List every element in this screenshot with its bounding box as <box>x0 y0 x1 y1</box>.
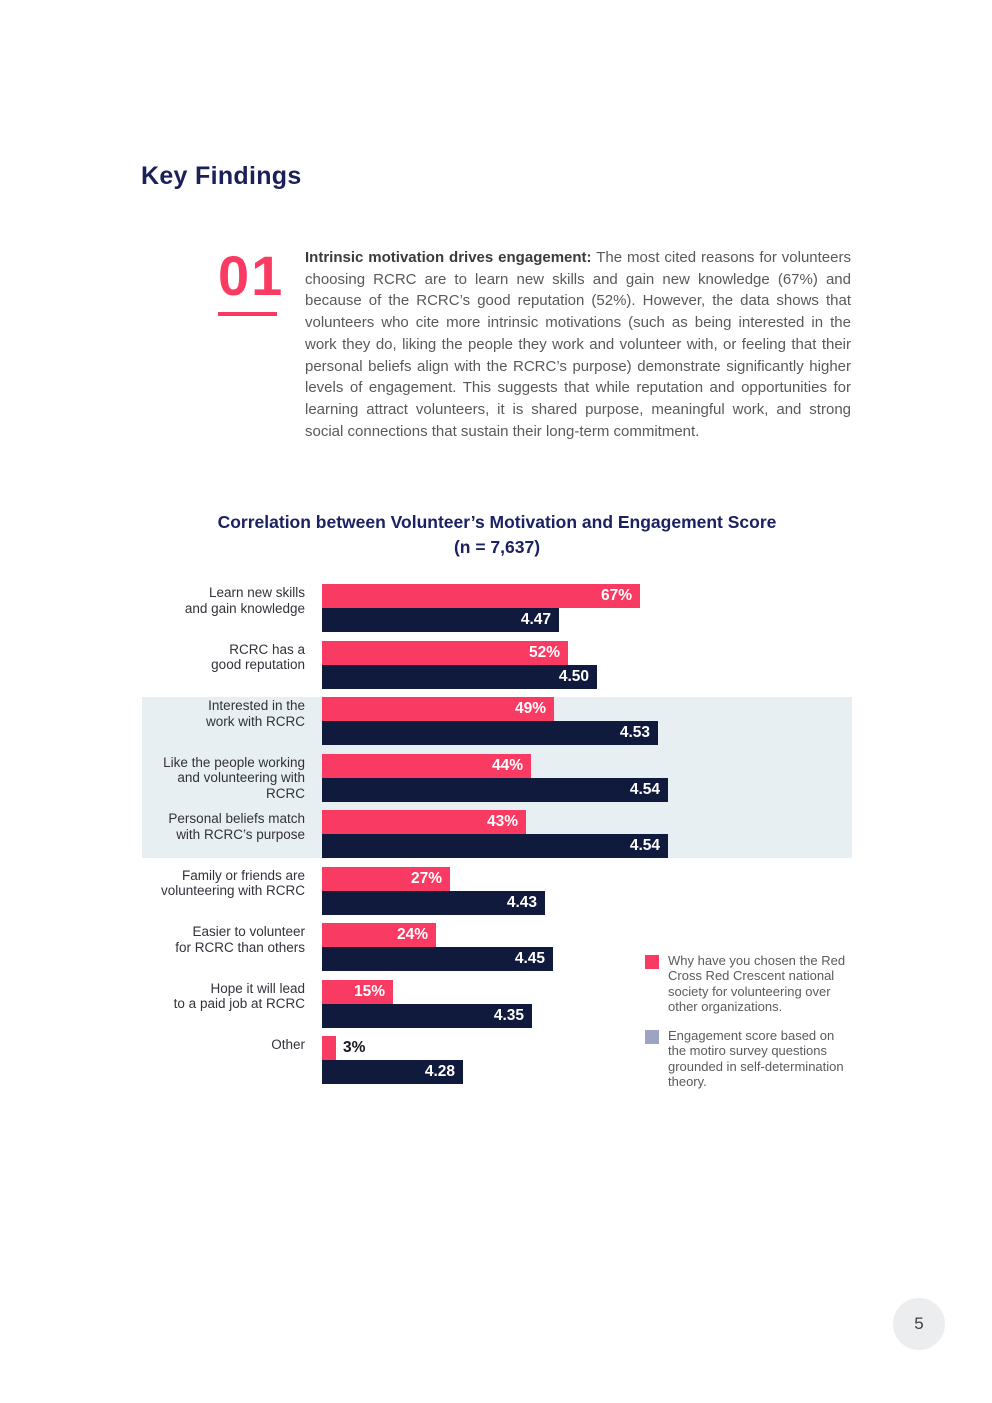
chart-row: Like the people working and volunteering… <box>142 753 852 802</box>
engagement-bar: 4.54 <box>322 834 668 859</box>
chart-row: Interested in the work with RCRC 49% 4.53 <box>142 697 852 745</box>
category-label: Learn new skills and gain knowledge <box>184 585 305 616</box>
legend-label: Engagement score based on the motiro sur… <box>668 1028 844 1090</box>
chart-row: Learn new skills and gain knowledge 67% 4.… <box>142 584 852 632</box>
page-number: 5 <box>914 1314 924 1333</box>
legend-item: Why have you chosen the Red Cross Red Cr… <box>645 953 853 1014</box>
motivation-value-label: 3% <box>343 1039 366 1057</box>
motivation-bar: 67% <box>322 584 640 608</box>
chart-title: Correlation between Volunteer’s Motivati… <box>217 512 777 532</box>
bar-chart: Learn new skills and gain knowledge 67% 4.… <box>142 584 852 1085</box>
finding-number-block: 01 <box>218 245 284 316</box>
engagement-bar: 4.43 <box>322 890 545 915</box>
chart-title-block: Correlation between Volunteer’s Motivati… <box>142 510 852 560</box>
finding-lead: Intrinsic motivation drives engagement: <box>305 249 592 266</box>
motivation-bar: 24% <box>322 923 436 948</box>
engagement-bar: 4.35 <box>322 1003 532 1028</box>
chart-row: Family or friends are volunteering with … <box>142 866 852 915</box>
finding-body: The most cited reasons for volunteers ch… <box>305 249 851 440</box>
legend-swatch <box>645 1030 659 1045</box>
engagement-bar: 4.54 <box>322 777 668 802</box>
category-label: Hope it will lead to a paid job at RCRC <box>173 980 305 1012</box>
category-label: RCRC has a good reputation <box>211 641 305 673</box>
chart-row: Hope it will lead to a paid job at RCRC 1… <box>142 979 852 1028</box>
motivation-bar: 27% <box>322 866 450 891</box>
category-label: Interested in the work with RCRC <box>205 698 305 729</box>
highlight-band: Interested in the work with RCRC 49% 4.53 L… <box>142 697 852 859</box>
finding-paragraph: Intrinsic motivation drives engagement: … <box>305 247 851 442</box>
engagement-bar: 4.53 <box>322 721 658 745</box>
motivation-bar: 44% <box>322 753 531 778</box>
category-label: Easier to volunteer for RCRC than others <box>175 924 305 955</box>
chart-subtitle: (n = 7,637) <box>453 537 541 557</box>
legend-swatch <box>645 955 659 969</box>
engagement-bar: 4.50 <box>322 664 597 689</box>
chart-row: Other 3% 4.28 <box>142 1036 852 1085</box>
motivation-bar: 15% <box>322 979 393 1004</box>
engagement-bar: 4.45 <box>322 947 553 972</box>
motivation-bar: 52% <box>322 640 568 665</box>
page-number-badge: 5 <box>893 1298 945 1350</box>
category-label: Like the people working and volunteering… <box>163 754 305 801</box>
motivation-bar: 49% <box>322 697 554 721</box>
chart-row: Easier to volunteer for RCRC than others… <box>142 923 852 972</box>
finding-number: 01 <box>218 244 285 307</box>
page-title: Key Findings <box>141 162 302 190</box>
chart-row: Personal beliefs match with RCRC’s purpo… <box>142 810 852 859</box>
chart-legend: Why have you chosen the Red Cross Red Cr… <box>645 953 853 1103</box>
category-label: Family or friends are volunteering with … <box>160 867 305 899</box>
category-label: Personal beliefs match with RCRC’s purpo… <box>168 811 305 842</box>
finding-number-underline <box>218 312 277 316</box>
legend-label: Why have you chosen the Red Cross Red Cr… <box>668 953 846 1014</box>
engagement-bar: 4.28 <box>322 1060 463 1085</box>
motivation-bar <box>322 1036 336 1061</box>
legend-item: Engagement score based on the motiro sur… <box>645 1028 853 1089</box>
chart-row: RCRC has a good reputation 52% 4.50 <box>142 640 852 689</box>
motivation-bar: 43% <box>322 810 526 835</box>
engagement-bar: 4.47 <box>322 608 559 632</box>
category-label: Other <box>271 1037 305 1053</box>
